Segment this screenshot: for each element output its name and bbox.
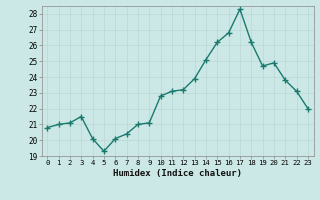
X-axis label: Humidex (Indice chaleur): Humidex (Indice chaleur): [113, 169, 242, 178]
